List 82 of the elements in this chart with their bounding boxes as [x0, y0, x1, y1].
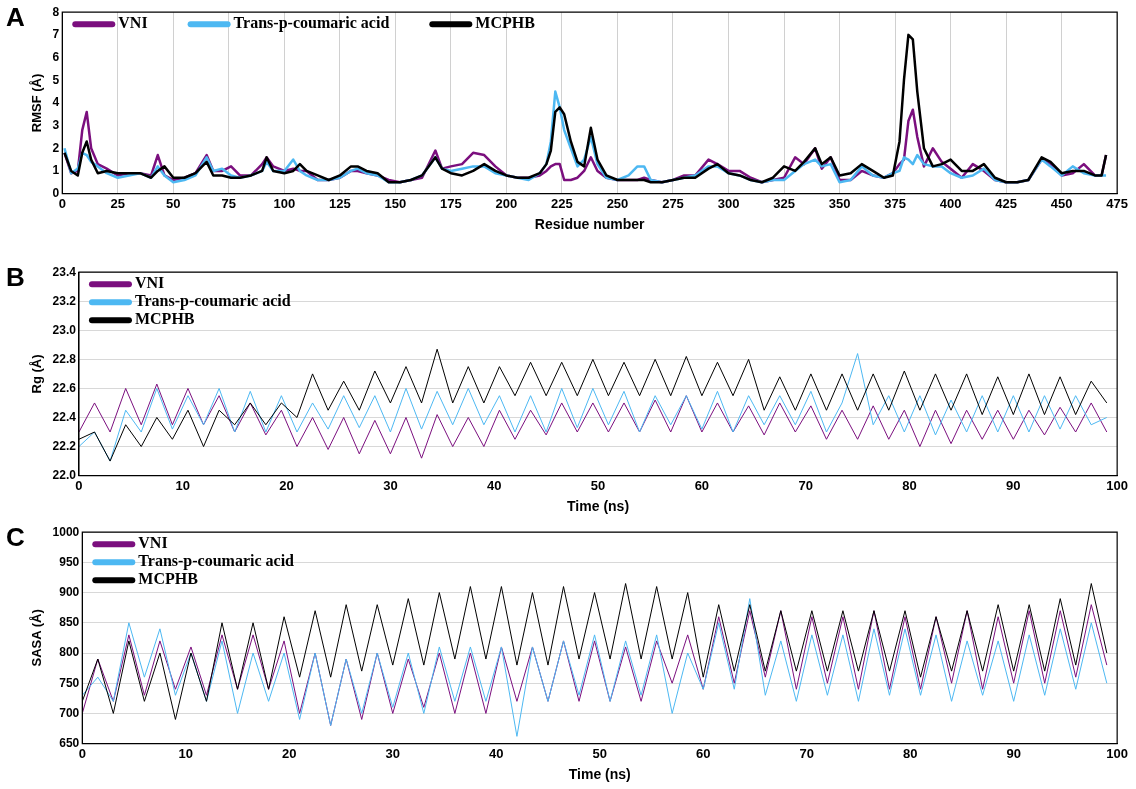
chart-title: B — [6, 262, 25, 293]
x-tick-label: 125 — [329, 195, 351, 211]
x-tick-label: 80 — [902, 745, 918, 761]
x-tick-label: 100 — [1106, 477, 1129, 493]
y-tick-label: 23.2 — [52, 293, 77, 308]
y-tick-label: 2 — [52, 140, 60, 155]
y-tick-label: 900 — [59, 584, 80, 599]
x-tick-label: 450 — [1050, 195, 1073, 211]
y-tick-label: 8 — [52, 4, 60, 19]
legend-label: VNI — [134, 274, 165, 292]
x-tick-label: 60 — [695, 745, 711, 761]
y-tick-label: 0 — [52, 185, 60, 200]
x-tick-label: 300 — [717, 195, 740, 211]
chart-title: C — [6, 522, 25, 553]
legend-label: Trans-p-coumaric acid — [233, 14, 390, 33]
x-tick-label: 30 — [383, 477, 398, 493]
chart-title: A — [6, 2, 25, 33]
x-tick-label: 275 — [662, 195, 684, 211]
y-tick-label: 800 — [59, 645, 80, 660]
x-tick-label: 225 — [551, 195, 573, 211]
x-tick-label: 90 — [1006, 477, 1021, 493]
y-tick-label: 4 — [52, 95, 60, 110]
x-tick-label: 50 — [590, 477, 606, 493]
x-tick-label: 70 — [799, 745, 814, 761]
x-tick-label: 40 — [487, 477, 502, 493]
x-tick-label: 90 — [1006, 745, 1021, 761]
legend-label: VNI — [118, 14, 148, 32]
legend-label: VNI — [138, 534, 168, 552]
x-tick-label: 100 — [273, 195, 296, 211]
y-axis-title: Rg (Å) — [29, 354, 45, 394]
y-tick-label: 650 — [59, 735, 80, 750]
x-tick-label: 10 — [175, 477, 191, 493]
y-tick-label: 23.4 — [52, 264, 77, 279]
y-axis-title: RMSF (Å) — [29, 73, 45, 133]
x-axis-title: Time (ns) — [568, 766, 631, 783]
x-tick-label: 50 — [166, 195, 181, 211]
x-tick-label: 475 — [1106, 195, 1129, 211]
x-tick-label: 40 — [489, 745, 504, 761]
y-tick-label: 22.4 — [52, 409, 77, 424]
x-tick-label: 60 — [694, 477, 710, 493]
y-tick-label: 700 — [59, 705, 80, 720]
x-tick-label: 375 — [884, 195, 906, 211]
y-tick-label: 1 — [52, 163, 60, 178]
y-tick-label: 22.2 — [52, 438, 77, 453]
x-tick-label: 100 — [1106, 745, 1129, 761]
y-tick-label: 23.0 — [52, 322, 77, 337]
x-tick-label: 50 — [592, 745, 607, 761]
y-tick-label: 3 — [52, 117, 60, 132]
x-tick-label: 150 — [384, 195, 407, 211]
x-tick-label: 325 — [773, 195, 795, 211]
y-tick-label: 22.0 — [52, 467, 77, 482]
x-tick-label: 30 — [385, 745, 400, 761]
y-tick-label: 7 — [52, 27, 60, 42]
x-tick-label: 350 — [828, 195, 851, 211]
x-tick-label: 80 — [902, 477, 917, 493]
y-tick-label: 22.6 — [52, 380, 77, 395]
legend-label: MCPHB — [138, 570, 199, 588]
x-tick-label: 425 — [995, 195, 1017, 211]
x-tick-label: 200 — [495, 195, 518, 211]
legend-label: MCPHB — [475, 14, 536, 32]
y-tick-label: 950 — [59, 554, 80, 569]
y-tick-label: 1000 — [52, 524, 80, 539]
x-tick-label: 175 — [440, 195, 462, 211]
x-axis-title: Time (ns) — [567, 498, 630, 515]
x-tick-label: 70 — [798, 477, 813, 493]
legend-label: MCPHB — [134, 310, 195, 328]
legend-label: Trans-p-coumaric acid — [134, 292, 291, 311]
x-tick-label: 20 — [282, 745, 297, 761]
x-tick-label: 10 — [178, 745, 194, 761]
y-tick-label: 22.8 — [52, 351, 77, 366]
y-axis-title: SASA (Å) — [29, 609, 45, 667]
y-tick-label: 750 — [59, 675, 80, 690]
x-tick-label: 75 — [221, 195, 237, 211]
y-tick-label: 5 — [52, 72, 60, 87]
x-tick-label: 400 — [939, 195, 962, 211]
x-tick-label: 25 — [110, 195, 126, 211]
x-axis-title: Residue number — [534, 216, 646, 233]
x-tick-label: 250 — [606, 195, 629, 211]
y-tick-label: 6 — [52, 49, 60, 64]
y-tick-label: 850 — [59, 615, 80, 630]
x-tick-label: 20 — [279, 477, 294, 493]
legend-label: Trans-p-coumaric acid — [138, 552, 295, 571]
